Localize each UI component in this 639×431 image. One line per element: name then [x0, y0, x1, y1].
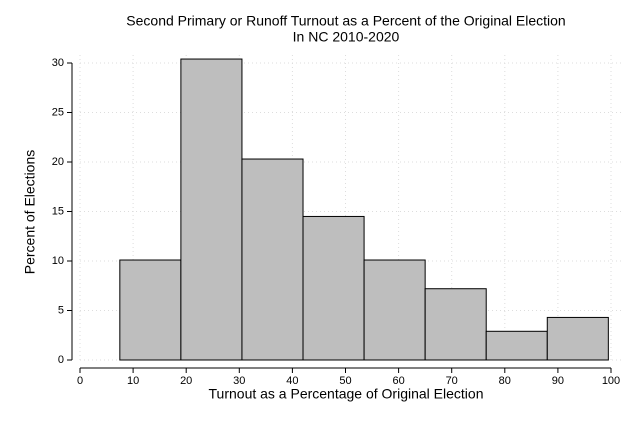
bar: [546, 316, 609, 361]
x-tick-label: 70: [446, 375, 458, 387]
bar: [241, 158, 304, 361]
bar: [119, 259, 182, 361]
y-tick-label: 5: [58, 304, 64, 316]
y-tick-label: 20: [52, 156, 64, 168]
x-tick-label: 20: [180, 375, 192, 387]
x-tick-label: 10: [127, 375, 139, 387]
x-tick-label: 0: [77, 375, 83, 387]
chart-subtitle: In NC 2010-2020: [293, 29, 400, 45]
y-axis-title: Percent of Elections: [22, 150, 38, 275]
x-tick-label: 30: [233, 375, 245, 387]
y-tick-label: 30: [52, 57, 64, 69]
bar: [363, 259, 426, 361]
x-tick-label: 100: [602, 375, 620, 387]
x-tick-label: 50: [339, 375, 351, 387]
x-tick-label: 60: [392, 375, 404, 387]
x-tick-label: 40: [286, 375, 298, 387]
y-tick-label: 0: [58, 354, 64, 366]
x-axis-title: Turnout as a Percentage of Original Elec…: [209, 386, 484, 402]
bar: [424, 288, 487, 361]
x-tick-label: 90: [552, 375, 564, 387]
y-tick-label: 10: [52, 255, 64, 267]
x-tick-label: 80: [499, 375, 511, 387]
bar: [485, 330, 548, 361]
bar: [180, 58, 243, 361]
y-tick-label: 15: [52, 205, 64, 217]
y-tick-label: 25: [52, 106, 64, 118]
bar: [302, 215, 365, 361]
chart-title: Second Primary or Runoff Turnout as a Pe…: [126, 13, 565, 29]
